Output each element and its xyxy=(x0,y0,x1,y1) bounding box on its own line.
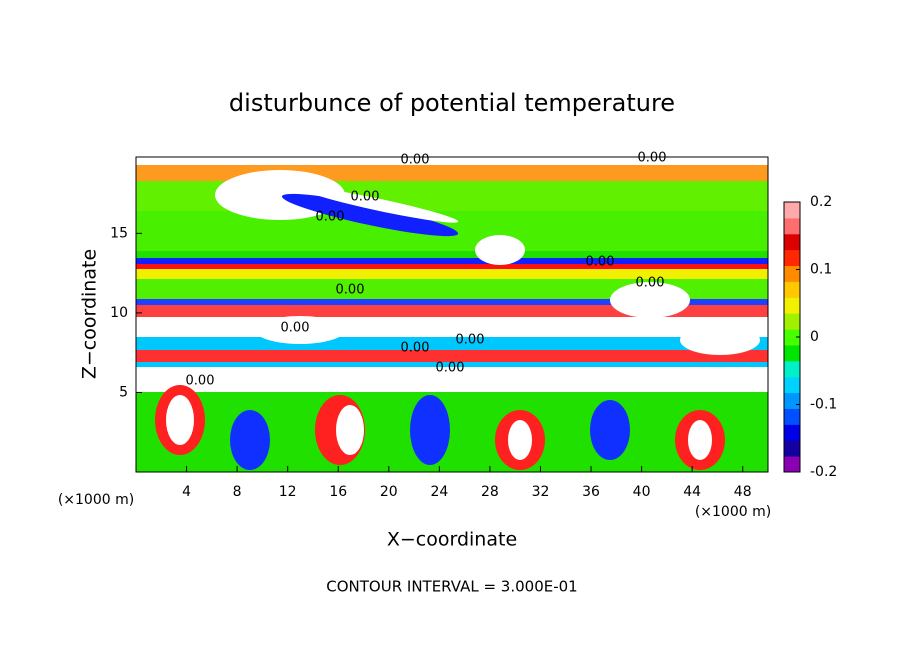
colorbar-segment xyxy=(784,344,800,362)
x-tick-label: 36 xyxy=(582,484,600,500)
contour-label: 0.00 xyxy=(401,341,430,356)
colorbar-tick-label: 0.2 xyxy=(810,194,832,210)
contour-label: 0.00 xyxy=(586,255,615,270)
colorbar-segment xyxy=(784,360,800,378)
contour-label: 0.00 xyxy=(316,210,345,225)
contour-label: 0.00 xyxy=(351,190,380,205)
footer: CONTOUR INTERVAL = 3.000E-01 xyxy=(326,578,577,596)
plot-frame xyxy=(135,156,769,473)
colorbar-segment xyxy=(784,265,800,282)
contour-label: 0.00 xyxy=(336,283,365,298)
x-tick-label: 48 xyxy=(734,484,752,500)
contour-label: 0.00 xyxy=(186,374,215,389)
x-unit: (×1000 m) xyxy=(695,504,771,520)
colorbar-segment xyxy=(784,440,800,457)
x-tick-label: 20 xyxy=(380,484,398,500)
colorbar-tick-label: 0 xyxy=(810,329,819,345)
x-tick-label: 12 xyxy=(279,484,297,500)
colorbar-tick-label: -0.1 xyxy=(810,397,837,413)
colorbar-segment xyxy=(784,249,800,267)
contour-label: 0.00 xyxy=(638,151,667,166)
contour-label: 0.00 xyxy=(636,276,665,291)
colorbar-segment xyxy=(784,392,800,409)
colorbar-segment xyxy=(784,281,800,298)
y-tick-label: 5 xyxy=(119,384,128,400)
colorbar-tick-label: -0.2 xyxy=(810,464,837,480)
contour-label: 0.00 xyxy=(401,153,430,168)
y-tick-label: 15 xyxy=(110,225,128,241)
x-axis-label: X−coordinate xyxy=(387,529,517,551)
contour-label: 0.00 xyxy=(436,361,465,376)
colorbar-segment xyxy=(784,202,800,219)
colorbar-segment xyxy=(784,217,800,235)
colorbar-segment xyxy=(784,376,800,394)
y-tick-label: 10 xyxy=(110,305,128,321)
colorbar-segment xyxy=(784,297,800,314)
colorbar-segment xyxy=(784,329,800,346)
x-tick-label: 8 xyxy=(233,484,242,500)
x-tick-label: 32 xyxy=(532,484,550,500)
colorbar-segment xyxy=(784,424,800,441)
chart-title: disturbunce of potential temperature xyxy=(229,89,675,117)
colorbar-segment xyxy=(784,233,800,251)
field xyxy=(136,157,768,472)
colorbar-segment xyxy=(784,313,800,330)
x-tick-label: 4 xyxy=(182,484,191,500)
x-tick-label: 40 xyxy=(633,484,651,500)
contour-label: 0.00 xyxy=(281,321,310,336)
colorbar-tick-label: 0.1 xyxy=(810,262,832,278)
x-unit: (×1000 m) xyxy=(58,492,134,508)
x-tick-label: 16 xyxy=(329,484,347,500)
x-tick-label: 28 xyxy=(481,484,499,500)
contour-label: 0.00 xyxy=(456,333,485,348)
x-tick-label: 24 xyxy=(430,484,448,500)
colorbar-segment xyxy=(784,408,800,425)
x-tick-label: 44 xyxy=(683,484,701,500)
colorbar-segment xyxy=(784,456,800,473)
y-axis-label: Z−coordinate xyxy=(79,249,101,379)
